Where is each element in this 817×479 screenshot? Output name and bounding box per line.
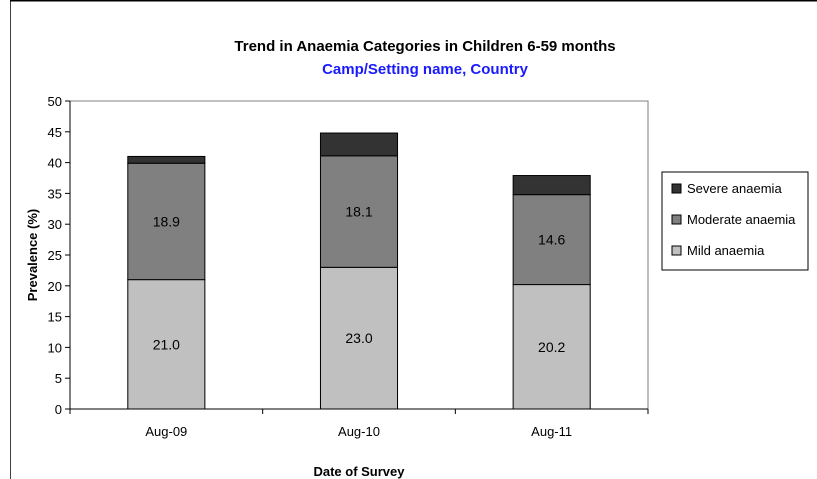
y-tick-label: 30	[48, 217, 62, 232]
chart-frame: Trend in Anaemia Categories in Children …	[10, 0, 817, 479]
data-label: 18.1	[345, 204, 372, 220]
data-label: 23.0	[345, 330, 372, 346]
legend-swatch	[671, 183, 682, 194]
legend-label: Mild anaemia	[687, 243, 765, 258]
bar-segment-mild-anaemia	[512, 284, 591, 410]
bars: 21.0 18.9 23.0 18.1 20.2 14.6	[127, 132, 591, 410]
data-label: 14.6	[538, 232, 565, 248]
chart-subtitle: Camp/Setting name, Country	[322, 61, 529, 78]
data-label: 21.0	[153, 336, 180, 352]
bar-segment-moderate-anaemia	[127, 162, 206, 281]
data-label: 20.2	[538, 339, 565, 355]
y-tick-label: 35	[48, 186, 62, 201]
data-label: 18.9	[153, 213, 180, 229]
y-tick-label: 45	[48, 125, 62, 140]
chart-title: Trend in Anaemia Categories in Children …	[234, 38, 615, 55]
x-tick-label: Aug-10	[338, 424, 380, 439]
y-tick-label: 20	[48, 279, 62, 294]
y-tick-label: 50	[48, 94, 62, 109]
legend-label: Severe anaemia	[687, 181, 782, 196]
y-axis-label: Prevalence (%)	[25, 209, 40, 302]
legend-swatch	[671, 214, 682, 225]
y-tick-label: 5	[55, 371, 62, 386]
legend-box	[661, 171, 809, 271]
x-tick-label: Aug-11	[531, 424, 572, 439]
bar-segment-severe-anaemia	[127, 155, 206, 164]
bar-segment-moderate-anaemia	[512, 194, 591, 286]
y-tick-label: 25	[48, 248, 62, 263]
legend: Severe anaemia Moderate anaemia Mild anaem…	[661, 171, 809, 271]
bar-segment-severe-anaemia	[319, 132, 399, 157]
y-tick-label: 10	[48, 340, 62, 355]
bar-segment-mild-anaemia	[319, 266, 399, 410]
x-tick-label: Aug-09	[145, 424, 187, 439]
x-axis-label: Date of Survey	[313, 464, 405, 479]
legend-swatch	[671, 245, 682, 256]
chart-svg: Trend in Anaemia Categories in Children …	[10, 0, 817, 479]
legend-label: Moderate anaemia	[687, 212, 796, 227]
y-axis: 0 5 10 15 20 25 30 35 40 45 50	[48, 94, 71, 417]
y-tick-label: 0	[55, 402, 62, 417]
bar-segment-severe-anaemia	[512, 175, 591, 196]
y-tick-label: 15	[48, 310, 62, 325]
bar-segment-moderate-anaemia	[319, 155, 399, 268]
y-tick-label: 40	[48, 156, 62, 171]
x-axis: Aug-09 Aug-10 Aug-11	[69, 408, 649, 439]
